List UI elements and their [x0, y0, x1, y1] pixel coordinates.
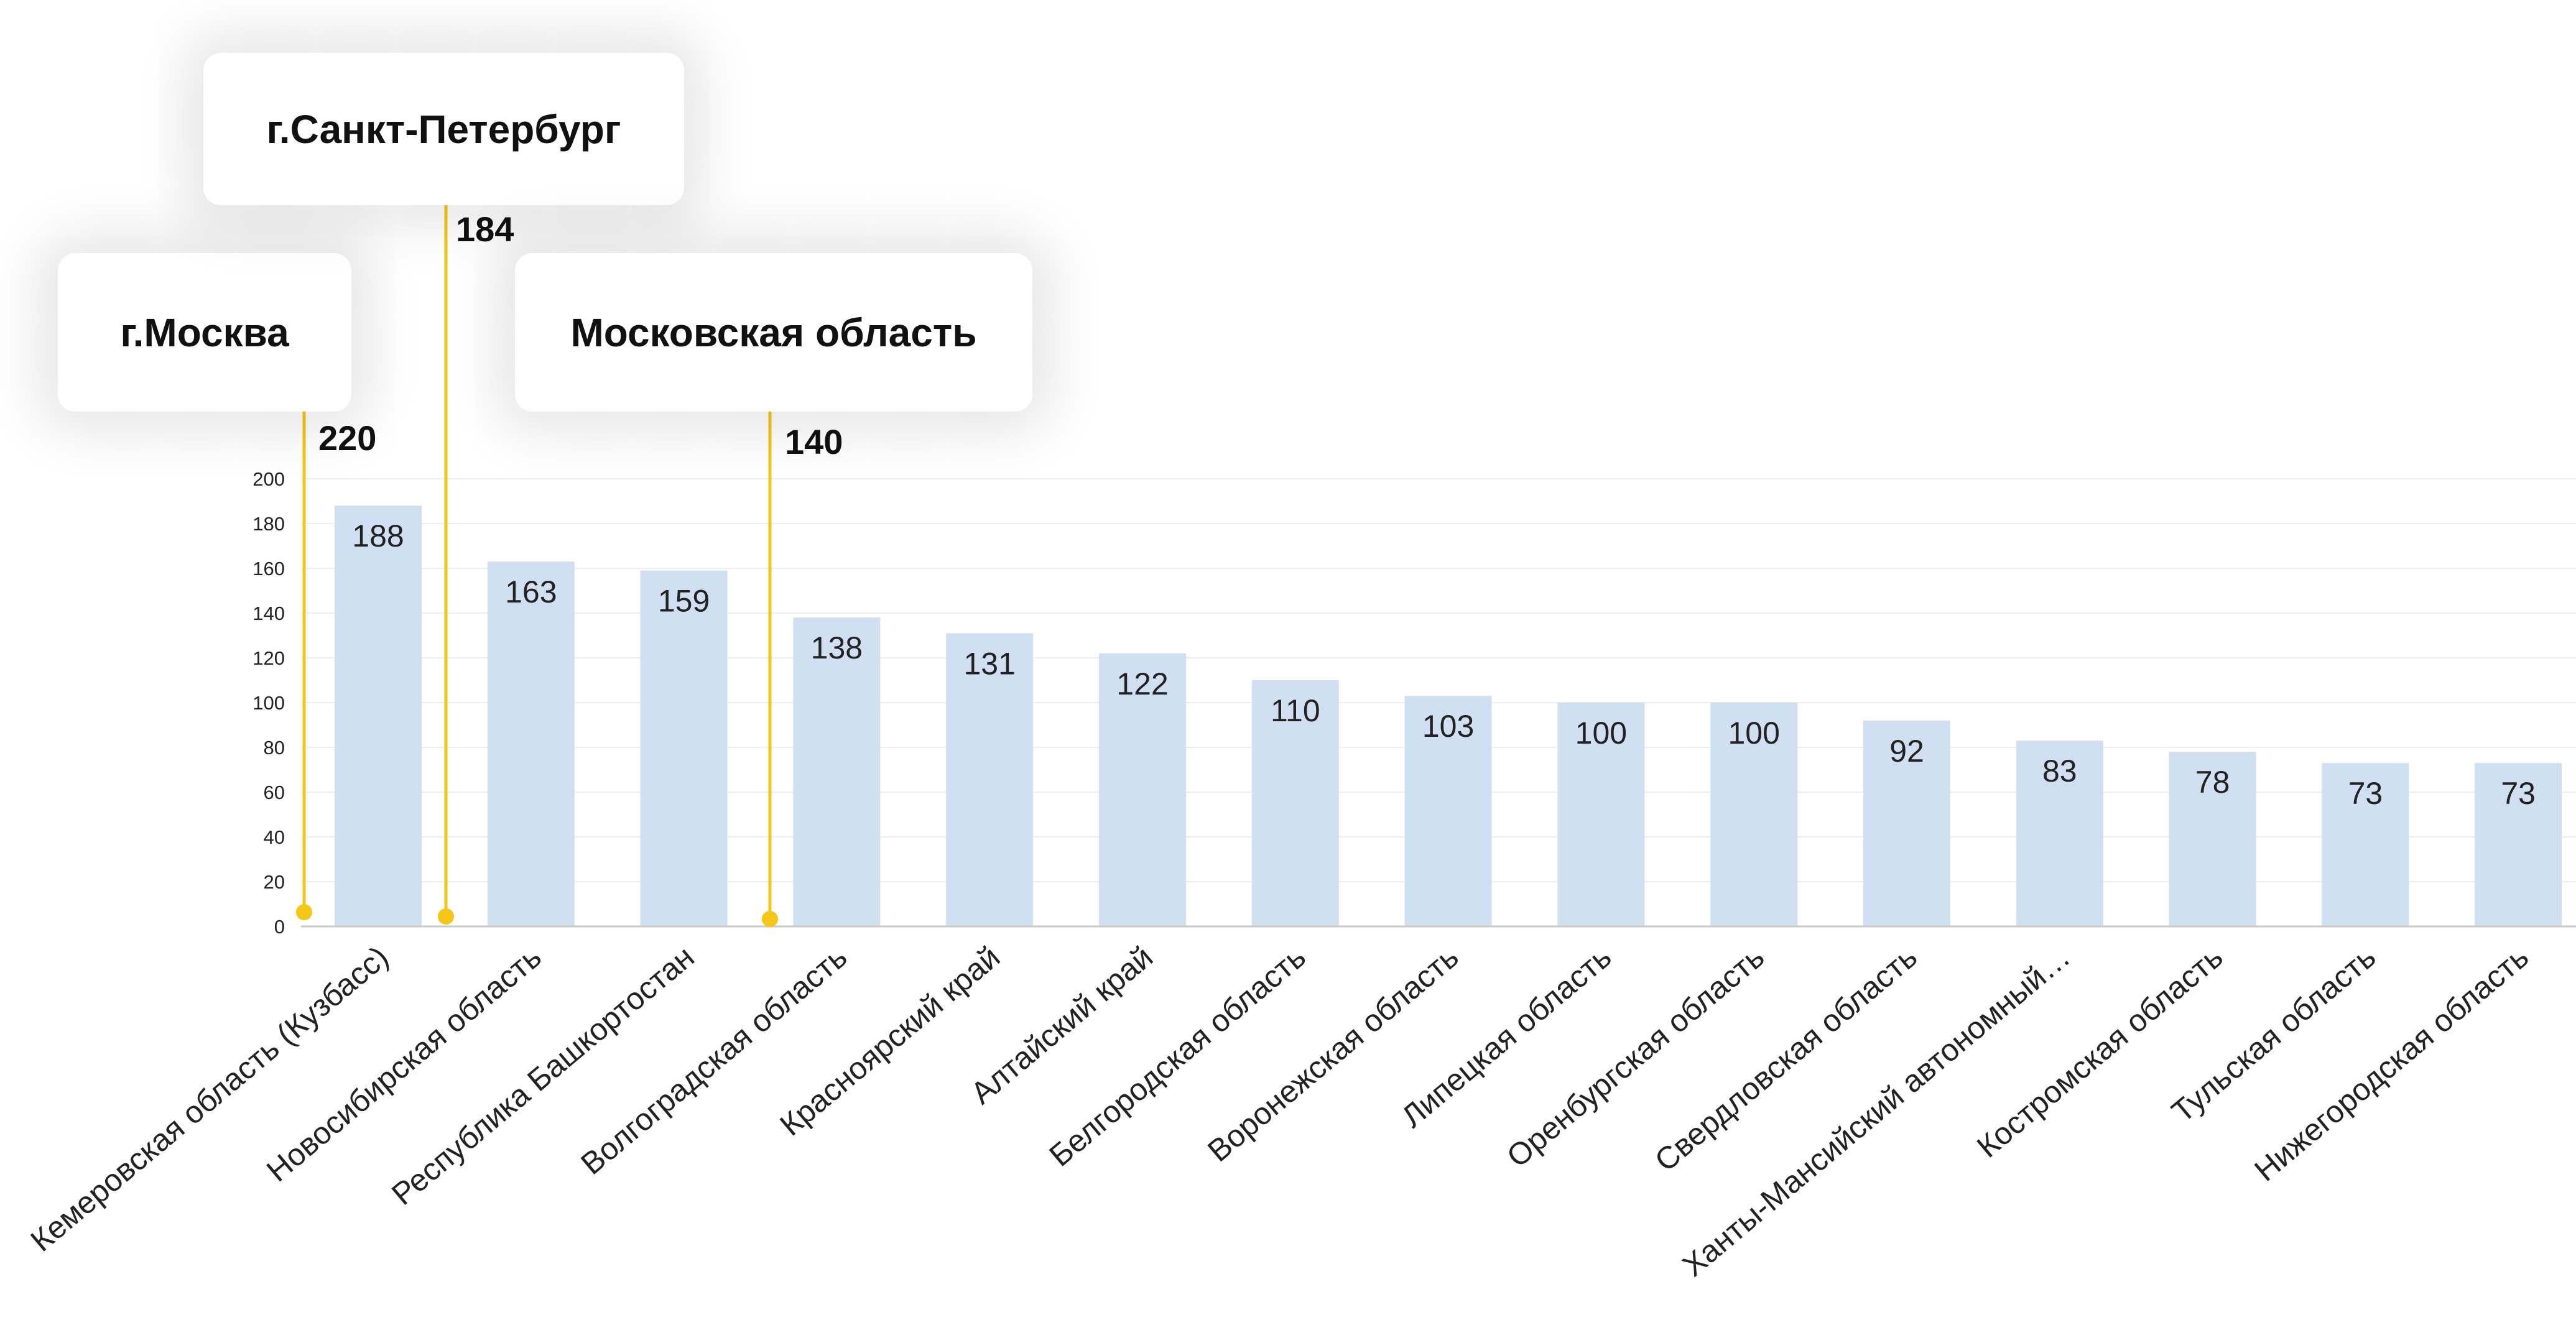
callout-value: 140 — [785, 422, 843, 461]
x-tick-label: Воронежская область — [1201, 940, 1465, 1169]
data-label: 100 — [1728, 716, 1779, 750]
data-label: 73 — [2501, 776, 2536, 811]
y-tick-label: 160 — [253, 558, 285, 579]
bar — [1099, 653, 1186, 926]
y-tick-label: 80 — [264, 737, 285, 759]
data-label: 138 — [811, 630, 863, 665]
callout-dot — [762, 911, 778, 927]
bar — [2475, 763, 2562, 926]
data-label: 122 — [1116, 667, 1168, 701]
data-label: 163 — [505, 575, 557, 609]
callout-label-moscow: г.Москва — [120, 310, 289, 355]
bar — [1251, 680, 1339, 926]
callout-box-moscow: г.Москва — [58, 253, 351, 412]
bar — [2322, 763, 2409, 926]
data-label: 100 — [1575, 716, 1627, 750]
data-label: 92 — [1889, 734, 1924, 769]
y-tick-label: 200 — [253, 468, 285, 490]
bar — [946, 633, 1034, 926]
bar — [335, 506, 422, 926]
y-tick-label: 100 — [253, 692, 285, 714]
bar — [793, 617, 881, 926]
data-label: 78 — [2195, 765, 2230, 800]
x-tick-label: Новосибирская область — [260, 940, 548, 1189]
callout-label-spb: г.Санкт-Петербург — [266, 106, 621, 152]
callout-value: 220 — [318, 418, 376, 458]
x-tick-label: Белгородская область — [1043, 940, 1312, 1173]
bar — [487, 561, 575, 926]
bar — [640, 570, 728, 926]
bar — [1557, 703, 1645, 926]
callout-box-spb: г.Санкт-Петербург — [203, 53, 684, 205]
x-tick-label: Нижегородская область — [2248, 940, 2535, 1188]
y-tick-label: 20 — [264, 871, 285, 893]
x-tick-label: Оренбургская область — [1500, 940, 1771, 1175]
data-label: 83 — [2042, 754, 2077, 788]
data-label: 188 — [352, 519, 404, 553]
bar — [1710, 703, 1798, 926]
y-tick-label: 120 — [253, 647, 285, 669]
callout-value: 184 — [456, 210, 514, 249]
callout-dot — [438, 908, 454, 925]
y-tick-label: 0 — [274, 916, 285, 938]
bar — [1863, 720, 1950, 926]
bar — [2169, 752, 2256, 926]
bar — [1404, 696, 1492, 926]
y-tick-label: 180 — [253, 513, 285, 535]
callout-box-moscow-oblast: Московская область — [515, 253, 1032, 412]
x-tick-label: Волгоградская область — [575, 940, 854, 1181]
data-label: 110 — [1271, 693, 1320, 728]
data-label: 73 — [2348, 776, 2383, 811]
callout-label-moscow-oblast: Московская область — [570, 310, 977, 355]
x-tick-label: Свердловская область — [1648, 940, 1924, 1178]
bar — [2016, 741, 2103, 926]
data-label: 131 — [963, 646, 1015, 681]
y-tick-label: 40 — [264, 826, 285, 848]
data-label: 103 — [1422, 709, 1474, 744]
y-tick-label: 60 — [264, 782, 285, 803]
callout-dot — [296, 904, 312, 920]
data-label: 159 — [658, 584, 710, 619]
x-tick-label: Костромская область — [1970, 940, 2230, 1165]
x-tick-label: Республика Башкортостан — [385, 940, 700, 1212]
y-tick-label: 140 — [253, 602, 285, 624]
